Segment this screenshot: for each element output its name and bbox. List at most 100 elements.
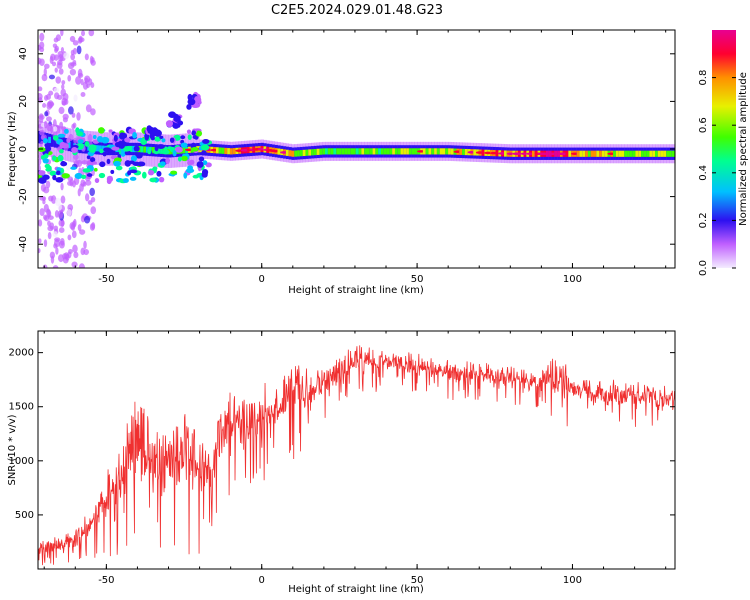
- spectrogram-cell: [195, 130, 203, 137]
- spectrogram-cell: [593, 150, 597, 157]
- spectrogram-cell: [53, 37, 59, 43]
- spectrogram-cell: [629, 150, 634, 157]
- spectrogram-cell: [621, 150, 625, 157]
- spectrogram-cell: [49, 170, 57, 176]
- spectrogram-cell: [142, 171, 147, 179]
- spectrogram-cell: [277, 148, 281, 155]
- spectrogram-cell: [568, 150, 572, 157]
- spectrogram-cell: [316, 148, 320, 155]
- spectrogram-cell: [110, 169, 115, 174]
- spectrogram-cell: [76, 45, 82, 55]
- spectrogram-cell: [627, 150, 631, 157]
- spectrogram-cell: [196, 161, 204, 168]
- spectrogram-cell: [53, 126, 58, 132]
- spectrogram-cell: [224, 147, 228, 155]
- spectrogram-cell: [52, 231, 58, 238]
- spectrogram-cell: [130, 155, 137, 162]
- spectrogram-cell: [122, 145, 131, 152]
- spectrogram-cell: [52, 265, 59, 268]
- spectrogram-cell: [68, 249, 73, 255]
- spectrogram-cell: [341, 148, 346, 155]
- spectrogram-cell: [172, 150, 177, 157]
- spectrogram-cell: [119, 132, 126, 140]
- spectrogram-cell: [403, 148, 407, 155]
- spectrogram-cell: [66, 137, 71, 144]
- spectrogram-cell: [64, 128, 69, 134]
- spectrogram-cell: [344, 148, 348, 155]
- spectrogram-cell: [333, 148, 337, 155]
- spectrogram-cell: [190, 147, 199, 152]
- spectrogram-cell: [218, 147, 222, 154]
- spectrogram-cell: [38, 147, 46, 153]
- spectrogram-cell: [61, 173, 70, 179]
- spectrogram-cell: [60, 237, 65, 246]
- spectrogram-cell: [101, 145, 105, 152]
- y-tick-label: 40: [18, 47, 29, 60]
- spectrogram-cell: [42, 158, 49, 164]
- spectrogram-cell: [120, 150, 126, 157]
- spectrogram-cell: [58, 106, 65, 115]
- spectrogram-cell: [89, 187, 95, 197]
- spectrogram-cell: [93, 167, 98, 172]
- spectrogram-cell: [165, 120, 173, 128]
- spectrogram-cell: [80, 78, 84, 86]
- spectrogram-cell: [111, 146, 120, 151]
- spectrogram-cell: [74, 172, 83, 180]
- spectrogram-cell: [167, 146, 173, 150]
- spectrogram-cell: [294, 150, 298, 157]
- spectrogram-cell: [576, 150, 580, 157]
- spectrogram-cell: [38, 238, 42, 244]
- spectrogram-cell: [585, 150, 589, 157]
- spectrogram-cell: [72, 220, 76, 228]
- spectrogram-cell: [624, 150, 628, 157]
- spectrogram-cell: [76, 142, 84, 150]
- spectrogram-cell: [89, 157, 96, 163]
- spectrogram-cell: [159, 135, 164, 139]
- spectrogram-cell: [58, 219, 65, 227]
- spectrogram-cell: [72, 244, 78, 253]
- spectrogram-cell: [97, 127, 105, 134]
- spectrogram-cell: [115, 165, 123, 171]
- y-tick-label: -40: [18, 236, 29, 252]
- spectrogram-cell: [49, 251, 56, 259]
- spectrogram-cell: [383, 148, 387, 155]
- spectrogram-cell: [599, 150, 603, 157]
- spectrogram-y-label: Frequency (Hz): [7, 111, 18, 187]
- spectrogram-cell: [124, 137, 131, 143]
- spectrogram-cell: [187, 98, 196, 106]
- spectrogram-cell: [67, 209, 72, 217]
- spectrogram-cell: [202, 139, 210, 144]
- spectrogram-cell: [147, 169, 155, 176]
- spectrogram-cell: [99, 161, 106, 168]
- spectrogram-cell: [386, 148, 390, 155]
- spectrogram-cell: [133, 145, 140, 152]
- spectrogram-cell: [434, 148, 438, 155]
- colorbar-tick-label: 0.8: [698, 70, 709, 86]
- spectrogram-cell: [579, 150, 583, 157]
- x-tick-label: 50: [411, 274, 424, 285]
- spectrogram-cell: [285, 149, 290, 156]
- spectrogram-cell: [177, 156, 182, 162]
- spectrogram-cell: [56, 94, 63, 100]
- spectrogram-cell: [68, 106, 74, 115]
- spectrogram-cell: [431, 148, 435, 155]
- spectrogram-cell: [41, 73, 48, 82]
- spectrogram-cell: [38, 97, 43, 104]
- spectrogram-cell: [62, 113, 69, 120]
- spectrogram-cell: [38, 134, 41, 141]
- spectrogram-cell: [646, 150, 650, 157]
- spectrogram-cell: [643, 150, 648, 157]
- spectrogram-cell: [102, 152, 107, 157]
- spectrogram-cell: [55, 247, 59, 255]
- snr-axes: -50 0 50 100 500 1000 1500 2000: [9, 331, 675, 586]
- spectrogram-cell: [52, 135, 59, 141]
- spectrogram-cell: [77, 139, 84, 144]
- colorbar-label: Normalized spectral amplitude: [738, 72, 749, 226]
- spectrogram-cell: [55, 177, 64, 183]
- spectrogram-cell: [123, 178, 129, 184]
- spectrogram-cell: [380, 148, 385, 155]
- spectrogram-cell: [67, 234, 72, 241]
- spectrogram-cell: [59, 121, 64, 129]
- spectrogram-cell: [160, 147, 164, 154]
- spectrogram-cell: [173, 114, 181, 123]
